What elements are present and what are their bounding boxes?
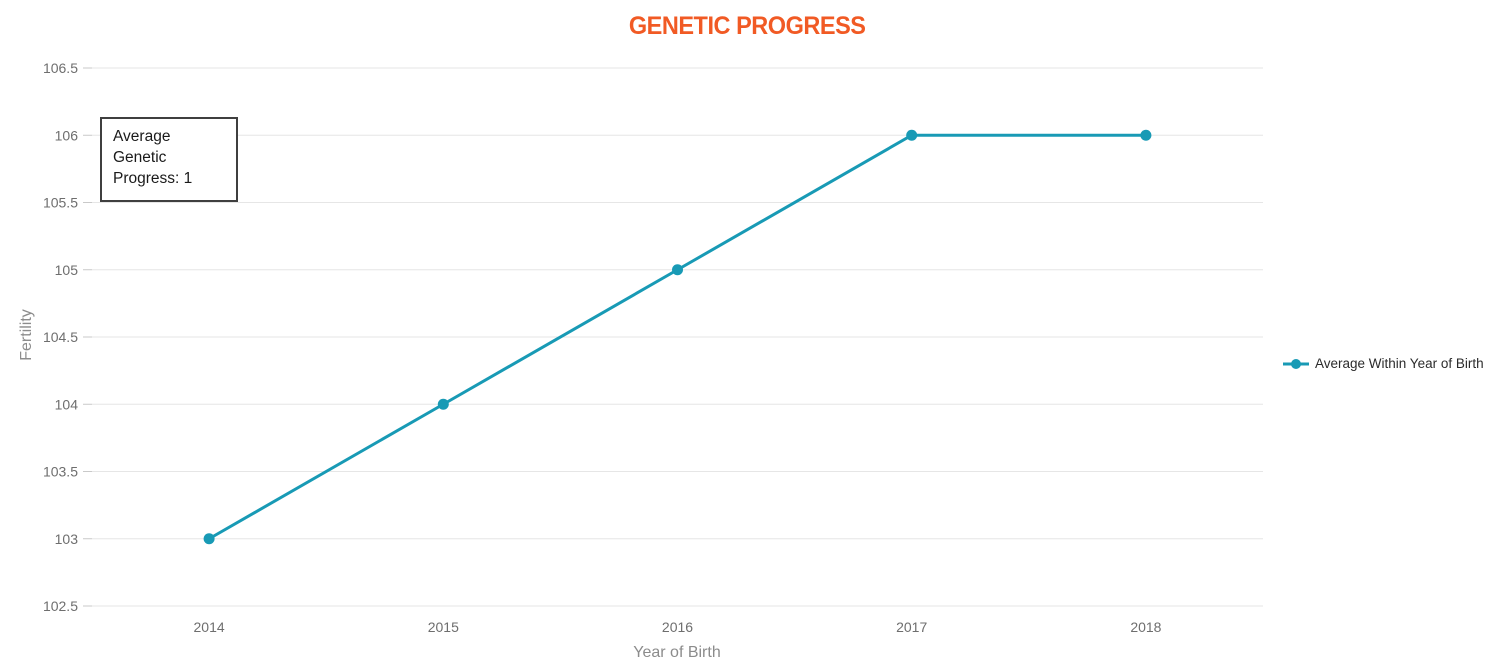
x-axis-title: Year of Birth (633, 644, 721, 661)
y-tick-label: 105.5 (43, 195, 78, 211)
annotation-box: Average Genetic Progress: 1 (100, 117, 238, 202)
data-point[interactable] (437, 398, 449, 410)
x-tick-label: 2015 (428, 619, 459, 635)
data-point[interactable] (672, 264, 683, 276)
y-tick-label: 106.5 (43, 60, 78, 76)
y-axis-title: Fertility (18, 309, 35, 361)
chart-title: GENETIC PROGRESS (628, 12, 866, 40)
y-tick-label: 105 (55, 262, 79, 278)
x-tick-label: 2017 (896, 619, 927, 635)
data-point[interactable] (906, 129, 918, 141)
y-tick-label: 106 (55, 127, 79, 143)
y-tick-label: 103 (55, 531, 79, 547)
y-tick-label: 104.5 (43, 329, 78, 345)
y-tick-label: 103.5 (43, 464, 78, 480)
data-point[interactable] (1140, 129, 1152, 141)
x-tick-label: 2016 (662, 619, 693, 635)
y-tick-label: 104 (55, 396, 79, 412)
legend-label: Average Within Year of Birth (1315, 356, 1484, 371)
x-tick-label: 2018 (1130, 619, 1161, 635)
x-tick-label: 2014 (194, 619, 225, 635)
legend-line-marker-icon (1283, 358, 1309, 369)
legend-item[interactable]: Average Within Year of Birth (1283, 356, 1484, 371)
data-point[interactable] (203, 533, 215, 545)
y-tick-label: 102.5 (43, 598, 78, 614)
